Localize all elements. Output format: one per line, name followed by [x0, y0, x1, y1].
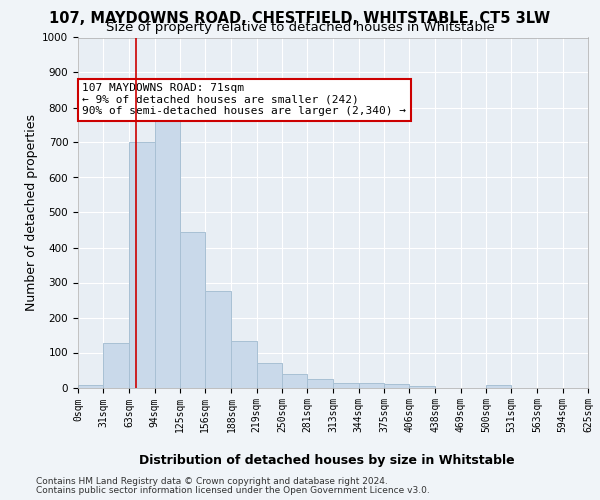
Y-axis label: Number of detached properties: Number of detached properties — [25, 114, 38, 311]
Bar — [384, 384, 409, 388]
Bar — [486, 384, 511, 388]
Bar — [232, 341, 257, 388]
Bar — [155, 116, 180, 388]
Bar — [359, 384, 384, 388]
Text: 107, MAYDOWNS ROAD, CHESTFIELD, WHITSTABLE, CT5 3LW: 107, MAYDOWNS ROAD, CHESTFIELD, WHITSTAB… — [49, 11, 551, 26]
Text: Contains public sector information licensed under the Open Government Licence v3: Contains public sector information licen… — [36, 486, 430, 495]
Bar — [103, 342, 130, 388]
Bar — [282, 374, 307, 388]
Bar — [257, 363, 282, 388]
Text: Size of property relative to detached houses in Whitstable: Size of property relative to detached ho… — [106, 21, 494, 34]
Bar — [78, 384, 103, 388]
Text: Contains HM Land Registry data © Crown copyright and database right 2024.: Contains HM Land Registry data © Crown c… — [36, 477, 388, 486]
Bar — [409, 386, 436, 388]
Bar — [334, 384, 359, 388]
Bar — [130, 142, 155, 388]
Bar — [307, 379, 334, 388]
Bar — [205, 291, 232, 388]
Bar — [180, 232, 205, 388]
Text: 107 MAYDOWNS ROAD: 71sqm
← 9% of detached houses are smaller (242)
90% of semi-d: 107 MAYDOWNS ROAD: 71sqm ← 9% of detache… — [82, 83, 406, 116]
Text: Distribution of detached houses by size in Whitstable: Distribution of detached houses by size … — [139, 454, 515, 467]
